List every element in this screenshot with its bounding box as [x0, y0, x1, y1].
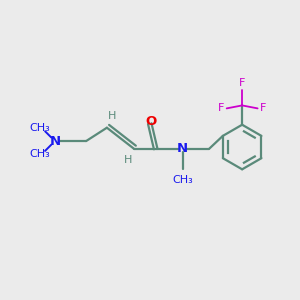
Text: H: H [124, 155, 133, 165]
Text: CH₃: CH₃ [29, 123, 50, 133]
Text: F: F [239, 78, 245, 88]
Text: CH₃: CH₃ [172, 175, 193, 185]
Text: H: H [108, 111, 116, 122]
Text: F: F [260, 103, 266, 113]
Text: N: N [49, 135, 61, 148]
Text: F: F [218, 103, 224, 113]
Text: O: O [146, 115, 157, 128]
Text: CH₃: CH₃ [29, 149, 50, 160]
Text: N: N [177, 142, 188, 155]
